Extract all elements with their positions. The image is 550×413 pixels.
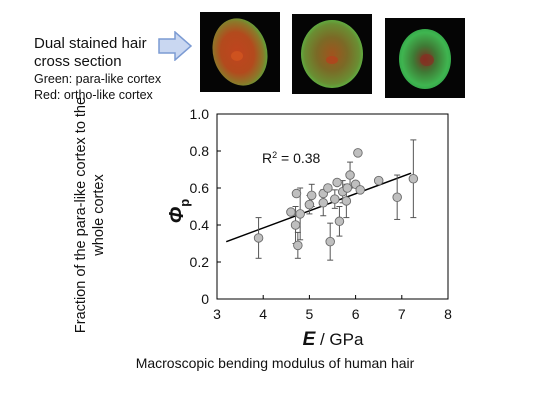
regression-line	[225, 172, 412, 243]
svg-text:E / GPa: E / GPa	[303, 329, 364, 350]
r-squared-annotation: R2 = 0.38	[262, 150, 321, 166]
data-point	[318, 198, 329, 208]
data-point	[304, 199, 315, 210]
data-point	[253, 233, 264, 243]
y-tick-label: 0	[201, 291, 209, 307]
y-tick-label: 0.6	[190, 180, 210, 196]
y-tick-label: 0.2	[190, 254, 210, 270]
data-point	[286, 207, 296, 217]
svg-text:Φp: Φp	[166, 199, 192, 223]
data-point	[330, 194, 340, 204]
x-tick-label: 6	[352, 306, 360, 322]
plot-frame	[216, 113, 449, 300]
legend-title-line-2: cross section	[34, 53, 122, 70]
data-point	[355, 185, 365, 195]
data-point	[290, 220, 301, 230]
data-point	[332, 177, 342, 188]
data-point	[341, 196, 352, 206]
data-point	[353, 148, 363, 158]
x-tick-label: 8	[444, 306, 452, 322]
x-axis-label: E / GPa	[303, 329, 364, 350]
data-point	[392, 192, 402, 202]
data-point	[408, 173, 419, 184]
data-point	[345, 170, 355, 180]
x-tick-label: 4	[259, 306, 267, 322]
data-point	[342, 183, 353, 193]
data-point	[325, 236, 335, 247]
y-tick-label: 0.4	[190, 217, 210, 233]
y-axis-label: Φp	[166, 199, 192, 223]
legend-title-line-1: Dual stained hair	[34, 35, 147, 52]
hair-cross-section-image-3	[385, 18, 465, 98]
legend-green-line: Green: para-like cortex	[34, 72, 162, 86]
x-tick-label: 5	[306, 306, 314, 322]
data-point	[334, 216, 345, 227]
y-tick-label: 1.0	[190, 106, 210, 122]
x-tick-label: 3	[213, 306, 221, 322]
stain-legend: Dual stained hair cross section Green: p…	[34, 35, 161, 103]
hair-cross-section-image-1	[200, 12, 280, 92]
legend-red-line: Red: ortho-like cortex	[34, 88, 153, 102]
data-point	[291, 188, 302, 199]
data-point	[306, 190, 317, 201]
x-tick-label: 7	[398, 306, 406, 322]
y-tick-label: 0.8	[190, 143, 210, 159]
data-point	[323, 183, 333, 193]
hair-cross-section-image-2	[292, 14, 372, 94]
data-point	[293, 240, 303, 251]
x-axis-caption: Macroscopic bending modulus of human hai…	[135, 355, 415, 371]
right-arrow-icon	[158, 31, 192, 61]
data-point	[373, 175, 384, 186]
data-point	[295, 209, 305, 219]
